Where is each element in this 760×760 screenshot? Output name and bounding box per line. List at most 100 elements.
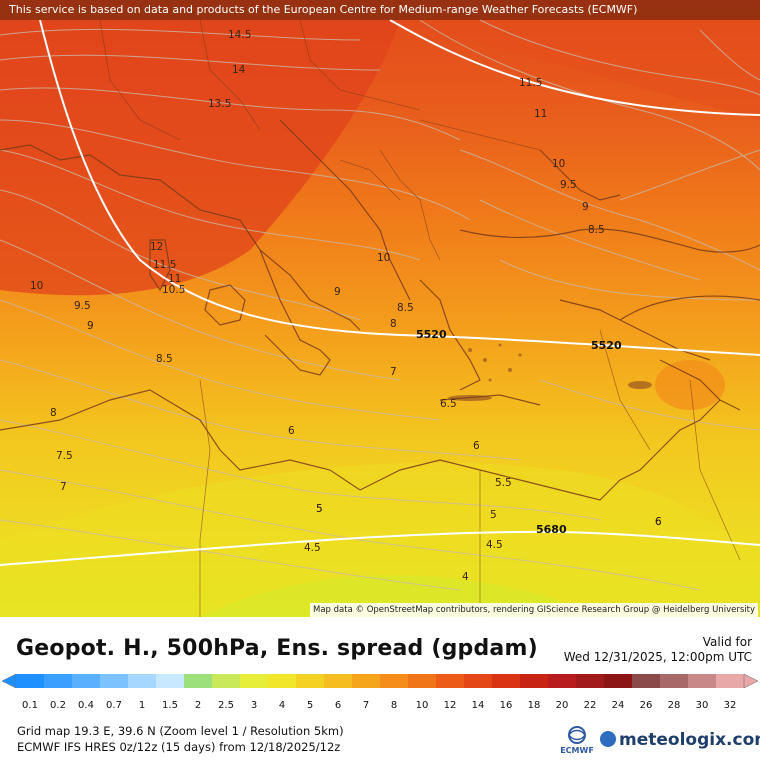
model-info: ECMWF IFS HRES 0z/12z (15 days) from 12/… bbox=[17, 740, 341, 754]
scale-tick-label: 4 bbox=[279, 700, 285, 711]
scale-arrow-low bbox=[1, 673, 17, 689]
scale-tick-label: 18 bbox=[528, 700, 541, 711]
meteologix-brand-text: meteologix.com bbox=[619, 730, 760, 750]
scale-tick-label: 8 bbox=[391, 700, 397, 711]
spread-contour-label: 5 bbox=[490, 509, 497, 521]
spread-contour-label: 14 bbox=[232, 64, 246, 76]
spread-contour-label: 8.5 bbox=[156, 353, 173, 365]
spread-contour-label: 6 bbox=[655, 516, 662, 528]
contour-5520 bbox=[39, 19, 760, 356]
zone-red-east bbox=[400, 20, 760, 120]
ecmwf-logo-text: ECMWF bbox=[560, 746, 594, 755]
spread-contour-label: 6.5 bbox=[440, 398, 457, 410]
scale-tick-label: 22 bbox=[584, 700, 597, 711]
scale-tick-label: 3 bbox=[251, 700, 257, 711]
scale-swatch bbox=[156, 674, 185, 688]
scale-arrow-high bbox=[743, 673, 759, 689]
scale-swatch bbox=[324, 674, 353, 688]
scale-tick-label: 14 bbox=[472, 700, 485, 711]
scale-tick-label: 5 bbox=[307, 700, 313, 711]
ecmwf-logo[interactable]: ECMWF bbox=[560, 724, 594, 758]
spread-contour-label: 13.5 bbox=[208, 98, 231, 110]
spread-contour-label: 8 bbox=[50, 407, 57, 419]
scale-swatch bbox=[408, 674, 437, 688]
spread-contour-label: 9 bbox=[334, 286, 341, 298]
scale-tick-label: 24 bbox=[612, 700, 625, 711]
scale-swatch bbox=[520, 674, 549, 688]
scale-swatch bbox=[240, 674, 269, 688]
spread-contour-label: 6 bbox=[288, 425, 295, 437]
scale-tick-label: 0.1 bbox=[22, 700, 38, 711]
meteologix-logo[interactable]: meteologix.com bbox=[600, 730, 760, 750]
spread-contour-label: 4.5 bbox=[304, 542, 321, 554]
coastlines bbox=[0, 119, 760, 501]
scale-tick-label: 10 bbox=[416, 700, 429, 711]
scale-swatch bbox=[296, 674, 325, 688]
scale-tick-label: 16 bbox=[500, 700, 513, 711]
scale-swatch bbox=[436, 674, 465, 688]
spread-contour-label: 9.5 bbox=[74, 300, 91, 312]
scale-tick-label: 1.5 bbox=[162, 700, 178, 711]
spread-contour-label: 10 bbox=[552, 158, 565, 170]
scale-tick-label: 28 bbox=[668, 700, 681, 711]
spread-contour-label: 10 bbox=[30, 280, 43, 292]
scale-swatch bbox=[184, 674, 213, 688]
spread-label-layer: 14.51413.51211.51110.5109.598.587.576511… bbox=[30, 29, 662, 583]
scale-swatch bbox=[212, 674, 241, 688]
borders bbox=[99, 19, 741, 617]
weather-map[interactable]: 14.5 14 13.5 12 11.5 11 10.5 10 9.5 9 8.5 8 7.5 7 6 5 11… bbox=[0, 0, 760, 617]
spread-contour-label: 8.5 bbox=[397, 302, 414, 314]
spread-contour-label: 5 bbox=[316, 503, 323, 515]
map-attribution[interactable]: Map data © OpenStreetMap contributors, r… bbox=[310, 603, 758, 617]
spread-contour-label: 4.5 bbox=[486, 539, 503, 551]
spread-contour-label: 9 bbox=[582, 201, 589, 213]
spread-contour-label: 6 bbox=[655, 516, 662, 528]
spread-contour-label: 8.5 bbox=[588, 224, 605, 236]
scale-tick-label: 0.2 bbox=[50, 700, 66, 711]
height-contour-label: 5520 bbox=[591, 339, 622, 352]
scale-swatch bbox=[44, 674, 73, 688]
scale-tick-label: 32 bbox=[724, 700, 737, 711]
scale-swatch bbox=[268, 674, 297, 688]
scale-swatch bbox=[576, 674, 605, 688]
spread-contour-label: 12 bbox=[150, 241, 163, 253]
islands bbox=[448, 343, 652, 401]
valid-for-label: Valid for bbox=[702, 635, 752, 649]
spread-contour-label: 11 bbox=[534, 108, 547, 120]
chart-title: Geopot. H., 500hPa, Ens. spread (gpdam) bbox=[16, 636, 538, 661]
scale-tick-label: 0.7 bbox=[106, 700, 122, 711]
zone-yellow-south bbox=[0, 462, 760, 617]
spread-contour-label: 5.5 bbox=[495, 477, 512, 489]
spread-contour-label: 11.5 bbox=[519, 77, 542, 89]
scale-swatch bbox=[16, 674, 45, 688]
height-label-layer: 5520 5520 5680 bbox=[416, 328, 622, 536]
spread-contour-label: 11 bbox=[168, 273, 181, 285]
zone-red bbox=[0, 20, 400, 296]
scale-tick-label: 2.5 bbox=[218, 700, 234, 711]
spread-contour-label: 5 bbox=[316, 503, 323, 515]
spread-contour-label: 10 bbox=[377, 252, 390, 264]
scale-swatch bbox=[72, 674, 101, 688]
scale-tick-label: 20 bbox=[556, 700, 569, 711]
spread-contour-label: 9 bbox=[87, 320, 94, 332]
geopotential-contours bbox=[0, 19, 760, 566]
spread-contour-label: 7 bbox=[390, 366, 397, 378]
scale-swatch bbox=[128, 674, 157, 688]
scale-tick-label: 12 bbox=[444, 700, 457, 711]
scale-tick-label: 0.4 bbox=[78, 700, 94, 711]
scale-tick-label: 30 bbox=[696, 700, 709, 711]
spread-contour-label: 14.5 bbox=[228, 29, 251, 41]
scale-swatch bbox=[380, 674, 409, 688]
scale-swatch bbox=[632, 674, 661, 688]
spread-contour-label: 6 bbox=[473, 440, 480, 452]
meteologix-globe-icon bbox=[600, 731, 616, 747]
scale-swatch bbox=[100, 674, 129, 688]
scale-swatch bbox=[464, 674, 493, 688]
spread-contour-label: 10.5 bbox=[162, 284, 185, 296]
zone-cyprus-blob bbox=[655, 360, 725, 410]
scale-tick-label: 26 bbox=[640, 700, 653, 711]
scale-swatch bbox=[688, 674, 717, 688]
color-scale-legend: 0.1 0.2 0.4 0.7 1 1.5 2 2.5 3 4 5 6 7 8 10 12 14 16 18 20 22… bbox=[0, 672, 760, 712]
spread-contour-label: 4 bbox=[462, 571, 469, 583]
spread-contour-label: 9.5 bbox=[560, 179, 577, 191]
